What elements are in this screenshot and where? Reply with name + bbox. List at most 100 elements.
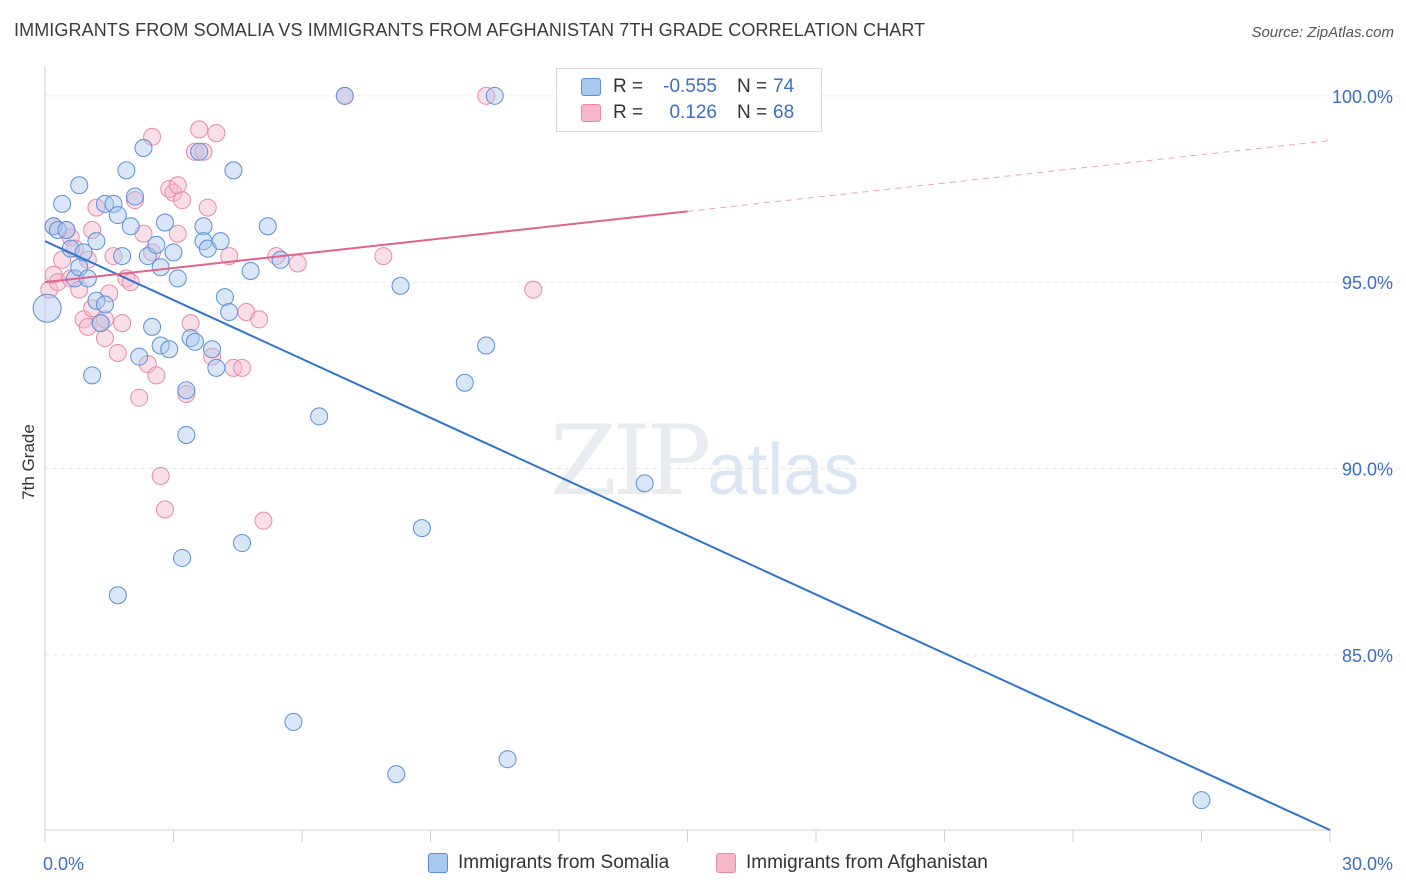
afghanistan-point <box>151 466 170 485</box>
legend-item-afghanistan[interactable]: Immigrants from Afghanistan <box>716 852 988 874</box>
y-tick-label: 90.0% <box>1342 459 1393 479</box>
afghanistan-point <box>374 247 393 266</box>
somalia-point <box>412 519 431 538</box>
trend-lines <box>44 140 1331 831</box>
somalia-point <box>498 750 517 769</box>
legend-row-afghanistan: R = 0.126 N = 68 <box>581 101 794 125</box>
afghanistan-point <box>168 176 187 195</box>
somalia-legend-label: Immigrants from Somalia <box>458 852 670 873</box>
somalia-point <box>173 548 192 567</box>
afghanistan-trend-extension <box>687 140 1331 212</box>
somalia-point <box>258 217 277 236</box>
somalia-point <box>177 381 196 400</box>
somalia-trend-line <box>44 240 1331 831</box>
afghanistan-point <box>207 124 226 143</box>
x-tick-label: 30.0% <box>1342 854 1393 874</box>
somalia-point <box>147 235 166 254</box>
somalia-point <box>130 347 149 366</box>
watermark-atlas: atlas <box>707 430 860 510</box>
r-label: R = <box>613 102 644 123</box>
somalia-point <box>160 340 179 359</box>
afghanistan-point <box>108 343 127 362</box>
afghanistan-point <box>125 191 144 210</box>
afghanistan-point <box>168 224 187 243</box>
somalia-point <box>164 243 183 262</box>
afghanistan-point <box>198 198 217 217</box>
y-axis-title: 7th Grade <box>19 424 38 500</box>
somalia-point <box>1192 791 1211 810</box>
r-label: R = <box>613 76 644 97</box>
afghanistan-point <box>155 500 174 519</box>
chart-title: IMMIGRANTS FROM SOMALIA VS IMMIGRANTS FR… <box>14 20 926 40</box>
legend-row-somalia: R = -0.555 N = 74 <box>581 75 794 99</box>
y-tick-label: 85.0% <box>1342 646 1393 666</box>
somalia-point <box>108 206 127 225</box>
somalia-point <box>177 425 196 444</box>
y-tick-label: 95.0% <box>1342 273 1393 293</box>
afghanistan-point <box>254 511 273 530</box>
somalia-point <box>635 474 654 493</box>
afghanistan-point <box>147 366 166 385</box>
n-label: N = <box>737 102 768 123</box>
somalia-points <box>32 86 1211 810</box>
legend-item-somalia[interactable]: Immigrants from Somalia <box>428 852 669 874</box>
somalia-point <box>194 217 213 236</box>
somalia-swatch <box>581 78 601 96</box>
somalia-point <box>117 161 136 180</box>
afghanistan-point <box>87 198 106 217</box>
afghanistan-point <box>113 314 132 333</box>
n-label: N = <box>737 76 768 97</box>
somalia-point <box>168 269 187 288</box>
afghanistan-point <box>194 142 213 161</box>
somalia-point <box>143 317 162 336</box>
afghanistan-point <box>220 247 239 266</box>
grid-lines <box>45 95 1400 656</box>
somalia-point <box>53 194 72 213</box>
afghanistan-point <box>130 388 149 407</box>
afghanistan-point <box>233 358 252 377</box>
somalia-point <box>155 213 174 232</box>
correlation-legend: R = -0.555 N = 74 R = 0.126 N = 68 <box>556 68 822 132</box>
somalia-point <box>83 366 102 385</box>
somalia-point <box>151 336 170 355</box>
somalia-point <box>87 291 106 310</box>
somalia-point <box>151 258 170 277</box>
afghanistan-point <box>83 220 102 239</box>
somalia-point <box>335 86 354 105</box>
y-tick-label: 100.0% <box>1332 87 1393 107</box>
somalia-point <box>224 161 243 180</box>
zipatlas-watermark: ZIPatlas <box>550 405 859 517</box>
afghanistan-point <box>95 329 114 348</box>
somalia-point <box>215 288 234 307</box>
afghanistan-point <box>250 310 269 329</box>
afghanistan-point <box>173 191 192 210</box>
somalia-point <box>104 194 123 213</box>
somalia-point <box>108 586 127 605</box>
afghanistan-trend-line <box>44 210 688 284</box>
somalia-point <box>113 247 132 266</box>
afghanistan-point <box>524 280 543 299</box>
afghanistan-point <box>181 314 200 333</box>
afghanistan-r-value: 0.126 <box>669 102 717 123</box>
afghanistan-legend-swatch <box>716 853 736 873</box>
afghanistan-point <box>203 347 222 366</box>
somalia-point <box>284 712 303 731</box>
source-label: Source: ZipAtlas.com <box>1251 24 1394 41</box>
watermark-zip: ZIP <box>550 405 711 517</box>
afghanistan-points <box>40 86 543 530</box>
somalia-point <box>271 250 290 269</box>
somalia-point <box>387 765 406 784</box>
somalia-point <box>95 295 114 314</box>
somalia-point <box>310 407 329 426</box>
somalia-point <box>207 358 226 377</box>
somalia-point <box>485 86 504 105</box>
afghanistan-n-value: 68 <box>773 102 795 123</box>
somalia-point <box>203 340 222 359</box>
series-legend: Immigrants from Somalia Immigrants from … <box>0 852 1406 876</box>
afghanistan-legend-label: Immigrants from Afghanistan <box>746 852 988 873</box>
somalia-r-value: -0.555 <box>663 76 717 97</box>
somalia-legend-swatch <box>428 853 448 873</box>
somalia-point <box>477 336 496 355</box>
somalia-point <box>233 534 252 553</box>
